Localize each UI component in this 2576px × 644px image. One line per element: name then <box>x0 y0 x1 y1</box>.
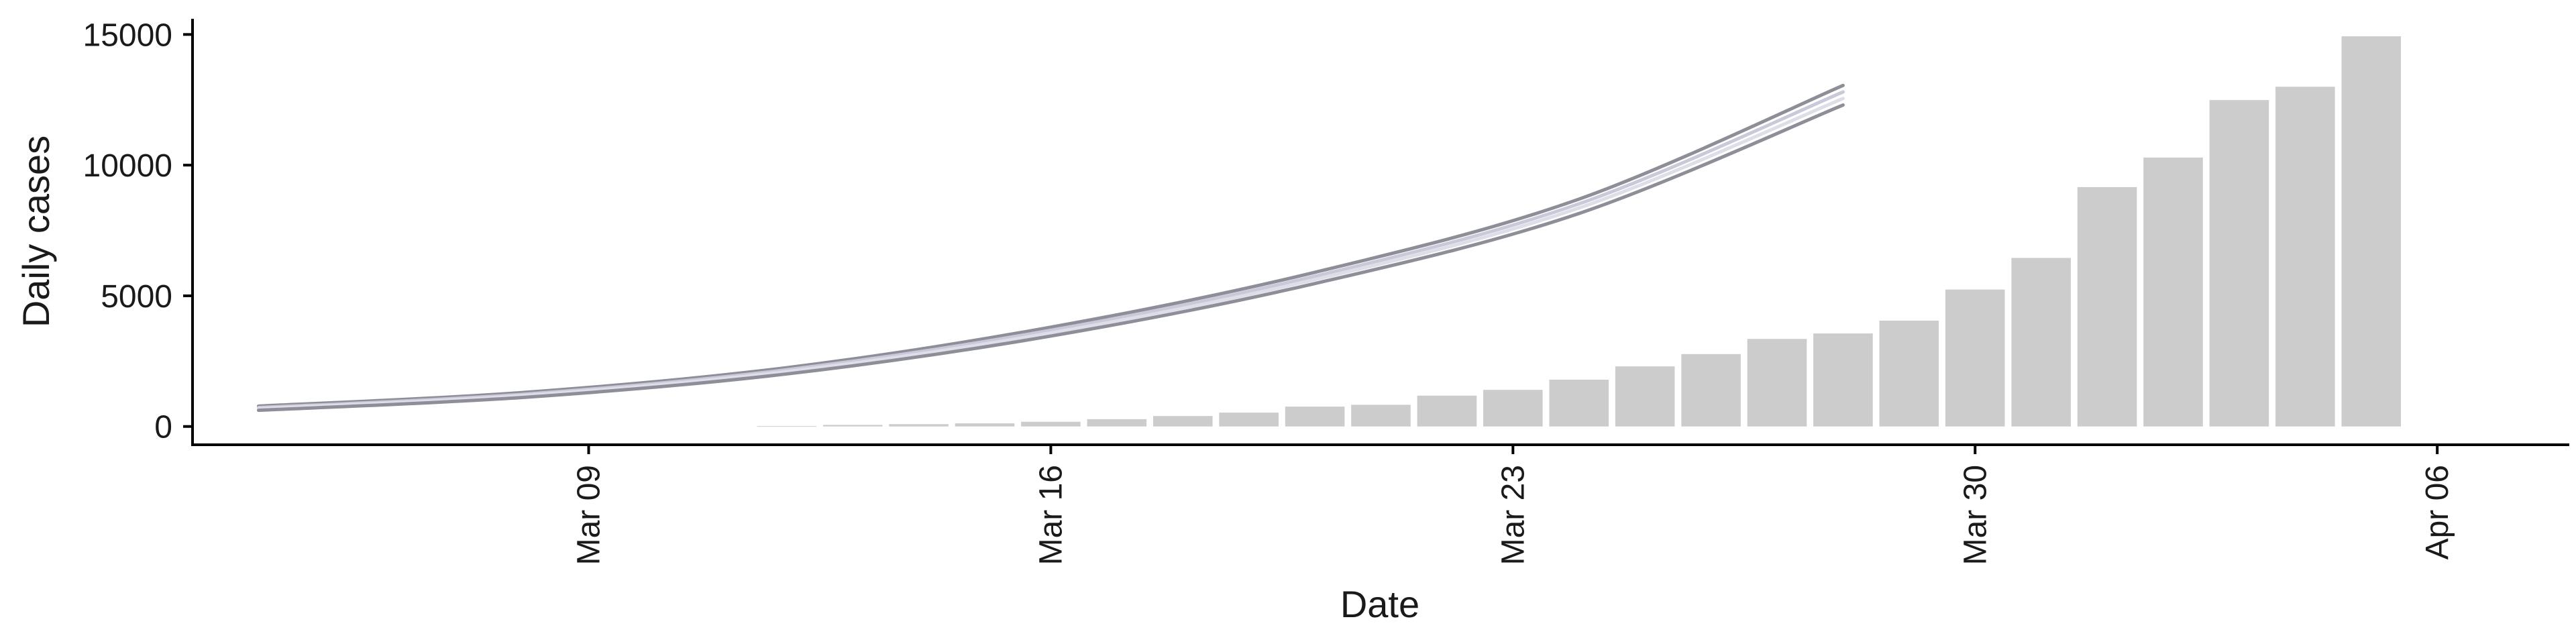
bar-2020-03-22 <box>1417 395 1477 427</box>
bar-2020-03-21 <box>1351 405 1411 427</box>
bar-2020-04-01 <box>2077 186 2137 427</box>
bar-2020-03-13 <box>822 425 883 427</box>
curve-line-2 <box>256 90 1845 410</box>
bar-2020-03-15 <box>955 423 1015 427</box>
bar-2020-03-20 <box>1285 407 1345 427</box>
bar-2020-03-16 <box>1021 421 1081 427</box>
bar-series <box>757 36 2402 427</box>
x-tick-label-2020-03-30: Mar 30 <box>1957 465 1993 565</box>
bar-2020-03-17 <box>1087 419 1147 427</box>
curve-line-3 <box>256 97 1845 411</box>
bar-2020-03-26 <box>1681 354 1741 427</box>
x-tick-label-2020-03-23: Mar 23 <box>1495 465 1531 565</box>
bar-2020-03-12 <box>757 426 817 427</box>
curve-series <box>256 83 1845 413</box>
curve-line-4 <box>256 103 1845 413</box>
bar-2020-03-31 <box>2011 258 2071 427</box>
bar-2020-04-04 <box>2275 87 2335 427</box>
bar-2020-04-05 <box>2341 36 2402 427</box>
x-axis-title: Date <box>1340 583 1419 625</box>
y-axis-title: Daily cases <box>15 136 57 327</box>
bar-2020-03-19 <box>1219 413 1279 427</box>
bar-2020-03-27 <box>1747 339 1807 427</box>
y-axis-ticks: 0 5000 10000 15000 <box>83 17 193 445</box>
bar-2020-03-23 <box>1483 390 1543 427</box>
y-tick-label-10000: 10000 <box>83 148 172 184</box>
x-tick-label-2020-04-06: Apr 06 <box>2420 465 2455 559</box>
bar-2020-03-30 <box>1945 289 2005 427</box>
y-tick-label-5000: 5000 <box>101 279 172 315</box>
bar-2020-03-29 <box>1879 320 1939 427</box>
x-axis-ticks: Mar 09 Mar 16 Mar 23 Mar 30 Apr 06 <box>572 445 2455 565</box>
bar-2020-04-03 <box>2209 100 2269 427</box>
curve-line-1 <box>256 83 1845 408</box>
bar-2020-03-14 <box>889 424 949 427</box>
bar-2020-03-25 <box>1615 366 1675 427</box>
bar-2020-03-18 <box>1152 416 1213 427</box>
x-tick-label-2020-03-09: Mar 09 <box>572 465 607 565</box>
y-tick-label-0: 0 <box>154 410 172 445</box>
bar-2020-03-28 <box>1813 333 1873 427</box>
x-tick-label-2020-03-16: Mar 16 <box>1033 465 1069 565</box>
bar-2020-04-02 <box>2143 157 2203 427</box>
bar-2020-03-24 <box>1549 379 1609 427</box>
y-tick-label-15000: 15000 <box>83 17 172 53</box>
